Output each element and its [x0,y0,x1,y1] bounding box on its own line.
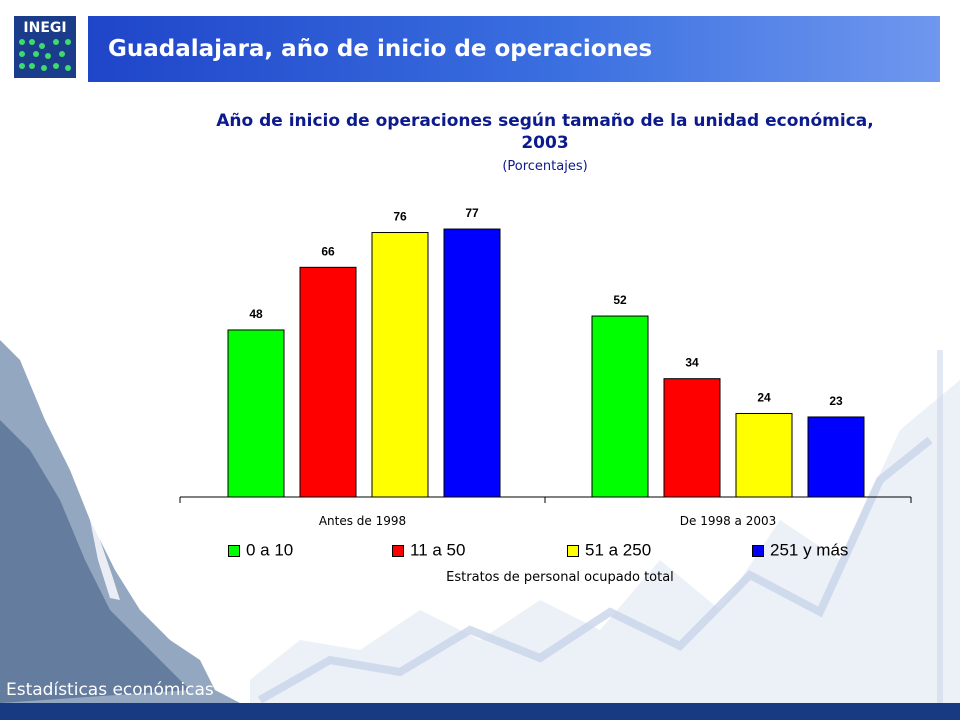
logo-text: INEGI [23,20,66,36]
bar [591,315,649,498]
legend-item-1: 11 a 50 [392,540,465,560]
bar-value-label: 24 [757,390,771,404]
chart-subtitle: (Porcentajes) [502,159,588,174]
chart-title: Año de inicio de operaciones según tamañ… [216,111,874,153]
legend-swatch [392,544,404,557]
bar-value-label: 48 [249,307,263,321]
bar-value-label: 34 [685,356,699,370]
legend-item-2: 51 a 250 [567,540,651,560]
legend-label: 251 y más [770,540,849,560]
footer-text: Estadísticas económicas [6,680,214,700]
bar [227,329,285,498]
legend-swatch [228,544,240,557]
category-label: Antes de 1998 [319,514,406,528]
bar-value-label: 52 [613,293,627,307]
footer-bar [0,703,960,720]
category-label: De 1998 a 2003 [680,514,777,528]
header-banner: Guadalajara, año de inicio de operacione… [88,16,940,82]
page-title: Guadalajara, año de inicio de operacione… [108,36,653,62]
bar [807,416,865,498]
inegi-logo: INEGI [12,14,78,80]
legend-swatch [752,544,764,557]
bar [663,378,721,498]
legend-label: 51 a 250 [585,540,652,560]
bar [443,228,501,498]
legend-label: 0 a 10 [246,540,294,560]
bar-value-label: 76 [393,210,407,224]
bar-value-label: 77 [465,206,479,220]
legend-item-3: 251 y más [752,540,848,560]
legend-swatch [567,544,579,557]
x-axis-title: Estratos de personal ocupado total [446,570,674,585]
legend-item-0: 0 a 10 [228,540,293,560]
bar-value-label: 23 [829,394,843,408]
bar [299,266,357,498]
bar [371,232,429,498]
bar-value-label: 66 [321,244,335,258]
bar [735,412,793,498]
legend-label: 11 a 50 [410,540,466,560]
